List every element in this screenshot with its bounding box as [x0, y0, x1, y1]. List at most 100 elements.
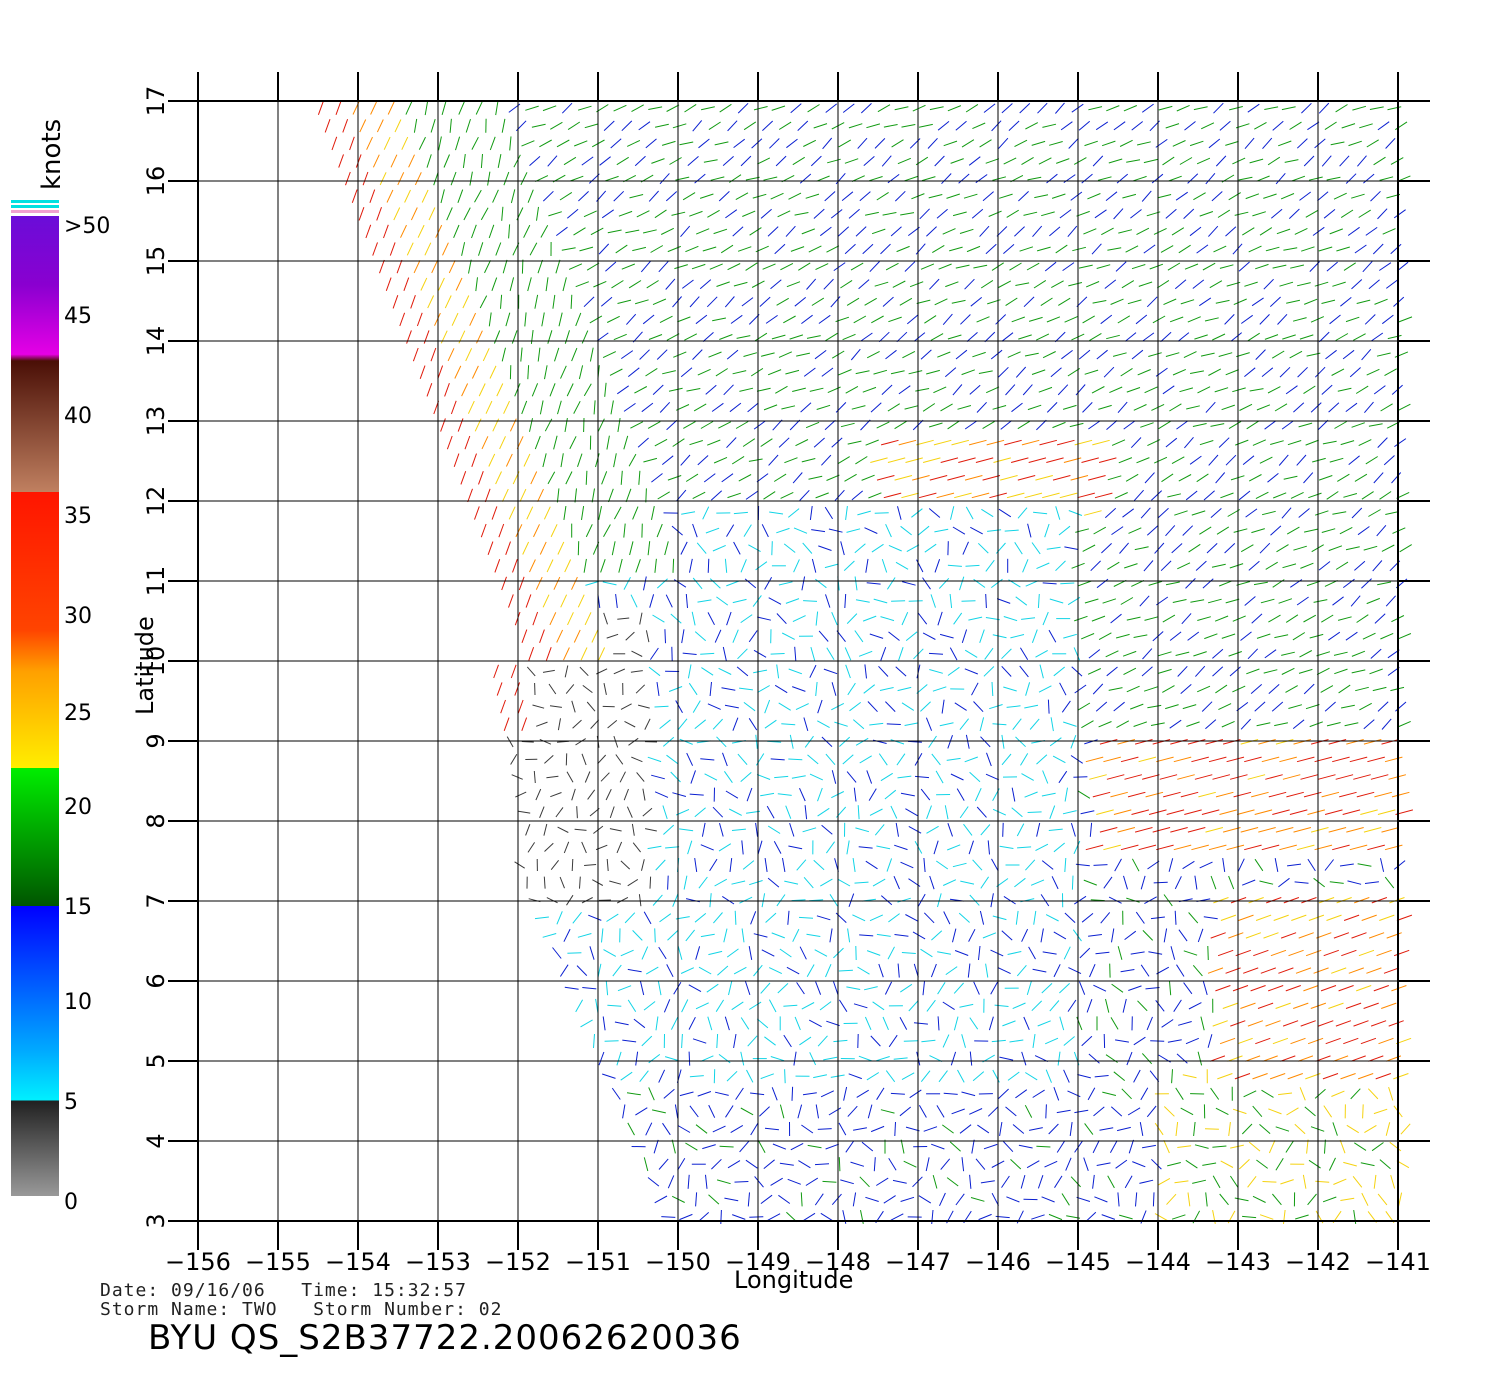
wind-vector [497, 154, 502, 168]
wind-vector [1180, 299, 1195, 305]
wind-vector [888, 631, 900, 641]
wind-vector [583, 558, 587, 573]
wind-vector [1081, 720, 1094, 729]
wind-vector [1065, 1157, 1072, 1171]
wind-vector [1296, 138, 1308, 149]
wind-vector [674, 264, 688, 270]
wind-vector [1178, 474, 1192, 482]
wind-vector [1310, 402, 1322, 413]
wind-vector [915, 388, 930, 392]
wind-vector [926, 999, 936, 1012]
wind-vector [1332, 844, 1350, 851]
wind-vector [670, 1016, 679, 1030]
wind-vector [1061, 349, 1073, 360]
wind-vector [1025, 859, 1036, 871]
wind-vector [687, 840, 693, 855]
wind-vector [969, 1108, 983, 1115]
wind-vector [624, 912, 636, 924]
wind-vector [1144, 896, 1157, 905]
wind-vector [1308, 914, 1325, 921]
wind-vector [1154, 1122, 1164, 1136]
wind-vector [510, 664, 517, 679]
wind-vector [1299, 650, 1313, 658]
wind-vector [1202, 981, 1208, 996]
wind-vector [471, 453, 477, 467]
wind-vector [844, 647, 852, 661]
wind-vector [1011, 402, 1023, 413]
wind-vector [895, 561, 909, 570]
wind-vector [1212, 333, 1226, 341]
wind-vector [855, 599, 870, 603]
wind-vector [564, 330, 570, 344]
wind-vector [511, 774, 523, 780]
wind-vector [681, 629, 685, 644]
wind-vector [547, 330, 553, 344]
wind-vector [920, 263, 935, 270]
wind-vector [869, 261, 880, 273]
wind-vector [1200, 352, 1215, 357]
wind-vector [969, 1174, 972, 1189]
wind-vector [917, 612, 928, 625]
wind-vector [912, 475, 930, 481]
wind-vector [1094, 1075, 1109, 1078]
wind-vector [1374, 613, 1386, 624]
wind-vector [1158, 105, 1173, 111]
wind-vector [831, 1193, 842, 1206]
wind-vector [1240, 718, 1251, 730]
wind-vector [437, 365, 444, 379]
wind-vector [492, 189, 499, 203]
wind-vector [764, 1036, 776, 1046]
wind-barbs [317, 101, 1414, 1225]
wind-vector [873, 1157, 876, 1172]
wind-vector [639, 1070, 649, 1083]
wind-vector [1107, 247, 1122, 251]
wind-vector [901, 611, 909, 626]
wind-vector [818, 630, 829, 642]
plot-frame [197, 100, 1399, 1222]
wind-vector [1244, 1055, 1261, 1062]
wind-vector [957, 405, 972, 410]
wind-vector [824, 191, 836, 202]
wind-vector [1256, 633, 1271, 639]
wind-vector [730, 314, 743, 324]
wind-vector [662, 370, 676, 375]
wind-vector [933, 840, 939, 855]
wind-vector [1253, 949, 1269, 957]
wind-vector [1328, 631, 1341, 641]
wind-vector [680, 541, 688, 555]
wind-vector [740, 155, 752, 167]
wind-vector [805, 421, 820, 429]
storm-line: Storm Name: TWO Storm Number: 02 [100, 1299, 503, 1320]
wind-vector [995, 314, 1007, 325]
wind-vector [1321, 791, 1340, 798]
wind-vector [1213, 245, 1227, 253]
wind-vector [423, 330, 430, 344]
wind-vector [677, 718, 688, 730]
wind-vector [1140, 875, 1146, 890]
wind-vector [1236, 702, 1249, 712]
wind-vector [1126, 387, 1141, 393]
wind-vector [946, 193, 960, 199]
wind-vector [1370, 648, 1382, 659]
wind-vector [639, 612, 643, 625]
wind-vector [1086, 999, 1093, 1013]
wind-vector [901, 952, 916, 954]
wind-vector [949, 246, 963, 252]
wind-vector [1209, 280, 1223, 289]
wind-vector [560, 365, 567, 379]
wind-vector [1072, 929, 1082, 942]
wind-vector [1103, 876, 1113, 889]
wind-vector [1010, 457, 1029, 463]
wind-vector [461, 383, 469, 397]
wind-vector [1131, 809, 1150, 815]
wind-vector [1052, 421, 1066, 429]
wind-vector [558, 312, 563, 327]
wind-vector [1176, 964, 1185, 977]
wind-vector [1074, 439, 1093, 446]
wind-vector [552, 947, 562, 959]
wind-vector [1241, 1123, 1253, 1135]
wind-vector [1320, 985, 1337, 992]
wind-vector [846, 840, 850, 855]
wind-vector [1194, 774, 1213, 780]
wind-vector [697, 455, 709, 466]
